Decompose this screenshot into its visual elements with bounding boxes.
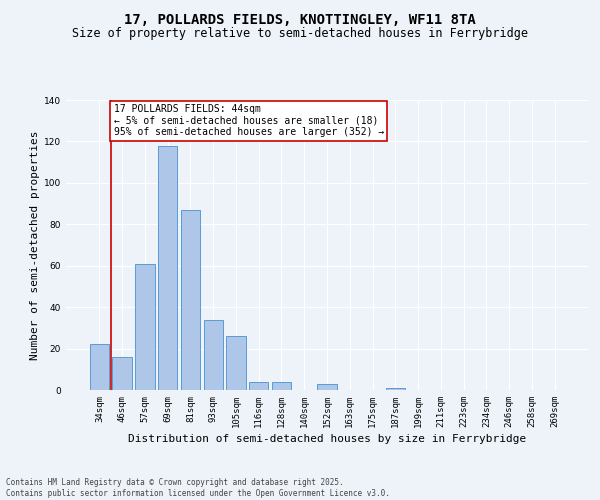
Bar xyxy=(181,210,200,390)
Bar xyxy=(317,384,337,390)
Text: Size of property relative to semi-detached houses in Ferrybridge: Size of property relative to semi-detach… xyxy=(72,28,528,40)
Bar xyxy=(386,388,405,390)
Bar xyxy=(158,146,178,390)
Bar xyxy=(272,382,291,390)
Text: Contains HM Land Registry data © Crown copyright and database right 2025.
Contai: Contains HM Land Registry data © Crown c… xyxy=(6,478,390,498)
Bar xyxy=(226,336,245,390)
Y-axis label: Number of semi-detached properties: Number of semi-detached properties xyxy=(30,130,40,360)
Bar xyxy=(90,344,109,390)
X-axis label: Distribution of semi-detached houses by size in Ferrybridge: Distribution of semi-detached houses by … xyxy=(128,434,526,444)
Text: 17, POLLARDS FIELDS, KNOTTINGLEY, WF11 8TA: 17, POLLARDS FIELDS, KNOTTINGLEY, WF11 8… xyxy=(124,12,476,26)
Bar xyxy=(203,320,223,390)
Text: 17 POLLARDS FIELDS: 44sqm
← 5% of semi-detached houses are smaller (18)
95% of s: 17 POLLARDS FIELDS: 44sqm ← 5% of semi-d… xyxy=(113,104,384,138)
Bar xyxy=(249,382,268,390)
Bar xyxy=(112,357,132,390)
Bar xyxy=(135,264,155,390)
